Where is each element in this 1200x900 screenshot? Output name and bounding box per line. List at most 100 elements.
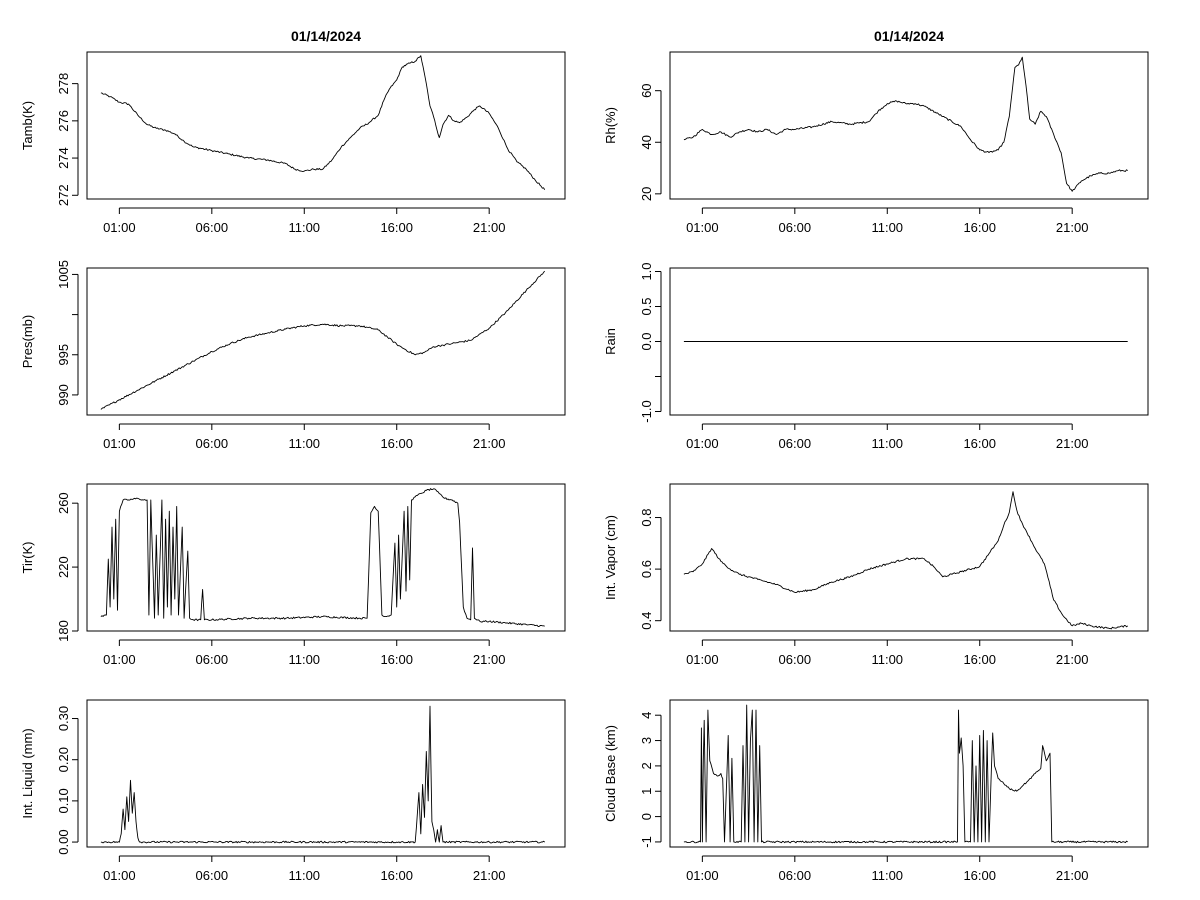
plot-frame: [87, 700, 565, 847]
x-tick-label: 01:00: [686, 652, 719, 667]
series-line-int-vapor: [684, 492, 1128, 629]
y-tick-label: 0.6: [639, 560, 654, 578]
y-tick-label: 0.5: [639, 297, 654, 315]
x-tick-label: 16:00: [380, 868, 413, 883]
x-tick-label: 21:00: [1056, 868, 1089, 883]
x-tick-label: 11:00: [288, 868, 320, 883]
x-tick-label: 06:00: [779, 652, 812, 667]
x-tick-label: 06:00: [779, 868, 812, 883]
y-tick-label: 220: [56, 556, 71, 578]
x-tick-label: 01:00: [103, 436, 136, 451]
chart-panel: 01:00 06:00 11:00 16:00 21:00 990 995 1005 Pres(…: [20, 260, 565, 451]
x-tick-label: 16:00: [380, 220, 413, 235]
x-tick-label: 06:00: [196, 652, 229, 667]
x-tick-label: 06:00: [196, 436, 229, 451]
y-tick-label: 3: [639, 737, 654, 744]
x-tick-label: 21:00: [473, 220, 506, 235]
x-tick-label: 21:00: [473, 652, 506, 667]
plot-frame: [87, 52, 565, 199]
y-tick-label: 0.20: [56, 747, 71, 772]
series-line-tir: [101, 489, 545, 627]
y-axis-title: Cloud Base (km): [603, 725, 618, 822]
x-tick-label: 06:00: [196, 220, 229, 235]
x-tick-label: 11:00: [871, 220, 903, 235]
plot-frame: [670, 484, 1148, 631]
y-tick-label: 0: [639, 813, 654, 820]
y-tick-label: 0.30: [56, 706, 71, 731]
x-tick-label: 16:00: [963, 652, 996, 667]
y-tick-label: 0.00: [56, 829, 71, 854]
y-axis-title: Tir(K): [20, 541, 35, 573]
x-tick-label: 01:00: [686, 436, 719, 451]
chart-panel: 01:00 06:00 11:00 16:00 21:00 -1 0 1 2 3 4 Cloud Ba…: [603, 700, 1148, 883]
series-line-pres: [101, 271, 545, 409]
chart-title: 01/14/2024: [874, 28, 944, 44]
x-tick-label: 01:00: [686, 220, 719, 235]
y-tick-label: 0.8: [639, 508, 654, 526]
x-tick-label: 21:00: [1056, 652, 1089, 667]
x-tick-label: 06:00: [779, 220, 812, 235]
x-tick-label: 01:00: [103, 868, 136, 883]
y-tick-label: -1.0: [639, 400, 654, 422]
y-tick-label: 995: [56, 344, 71, 366]
x-tick-label: 21:00: [1056, 436, 1089, 451]
y-tick-label: 180: [56, 620, 71, 642]
x-tick-label: 21:00: [473, 868, 506, 883]
x-tick-label: 06:00: [779, 436, 812, 451]
figure-canvas: 01/14/2024 01:00 06:00 11:00 16:00 21:00 272 27…: [0, 0, 1200, 900]
y-axis-title: Pres(mb): [20, 315, 35, 368]
y-axis-title: Int. Liquid (mm): [20, 728, 35, 818]
x-tick-label: 06:00: [196, 868, 229, 883]
y-tick-label: 40: [639, 135, 654, 149]
chart-title: 01/14/2024: [291, 28, 361, 44]
y-tick-label: 2: [639, 762, 654, 769]
y-tick-label: 1: [639, 788, 654, 795]
y-tick-label: 1005: [56, 260, 71, 289]
y-axis-title: Rh(%): [603, 107, 618, 144]
x-tick-label: 11:00: [871, 652, 903, 667]
x-tick-label: 11:00: [288, 652, 320, 667]
y-tick-label: 260: [56, 492, 71, 514]
x-tick-label: 21:00: [1056, 220, 1089, 235]
y-tick-label: 1.0: [639, 262, 654, 280]
y-tick-label: 274: [56, 147, 71, 169]
x-tick-label: 11:00: [288, 436, 320, 451]
y-tick-label: 0.4: [639, 612, 654, 630]
x-tick-label: 01:00: [103, 652, 136, 667]
x-tick-label: 16:00: [963, 436, 996, 451]
x-tick-label: 11:00: [871, 436, 903, 451]
y-tick-label: 20: [639, 187, 654, 201]
y-axis-title: Int. Vapor (cm): [603, 515, 618, 600]
x-tick-label: 16:00: [380, 652, 413, 667]
series-line-tamb: [101, 56, 545, 190]
chart-panel: 01:00 06:00 11:00 16:00 21:00 180 220 260 Tir(K): [20, 484, 565, 667]
y-tick-label: 276: [56, 110, 71, 132]
x-tick-label: 01:00: [103, 220, 136, 235]
x-tick-label: 16:00: [380, 436, 413, 451]
y-tick-label: 990: [56, 384, 71, 406]
plot-frame: [87, 268, 565, 415]
plot-frame: [670, 52, 1148, 199]
x-tick-label: 11:00: [871, 868, 903, 883]
series-line-cloud-base: [684, 705, 1128, 843]
chart-panel: 01:00 06:00 11:00 16:00 21:00 0.4 0.6 0.8 Int. V…: [603, 484, 1148, 667]
series-line-int-liquid: [101, 706, 545, 843]
x-tick-label: 21:00: [473, 436, 506, 451]
chart-panel: 01:00 06:00 11:00 16:00 21:00 0.00 0.10 0.20 0.3…: [20, 700, 565, 883]
y-tick-label: 272: [56, 184, 71, 206]
series-line-rh: [684, 57, 1128, 191]
y-tick-label: 4: [639, 712, 654, 719]
y-tick-label: -1: [639, 836, 654, 848]
y-tick-label: 0.10: [56, 788, 71, 813]
y-axis-title: Tamb(K): [20, 101, 35, 150]
chart-panel: 01:00 06:00 11:00 16:00 21:00 -1.0 0.0 0.5 1.0 Ra…: [603, 262, 1148, 451]
y-tick-label: 0.0: [639, 332, 654, 350]
x-tick-label: 11:00: [288, 220, 320, 235]
chart-panel: 01/14/2024 01:00 06:00 11:00 16:00 21:00 20 40 6…: [603, 28, 1148, 235]
x-tick-label: 16:00: [963, 220, 996, 235]
y-tick-label: 60: [639, 83, 654, 97]
x-tick-label: 16:00: [963, 868, 996, 883]
y-tick-label: 278: [56, 73, 71, 95]
chart-panel: 01/14/2024 01:00 06:00 11:00 16:00 21:00 272 27…: [20, 28, 565, 235]
x-tick-label: 01:00: [686, 868, 719, 883]
